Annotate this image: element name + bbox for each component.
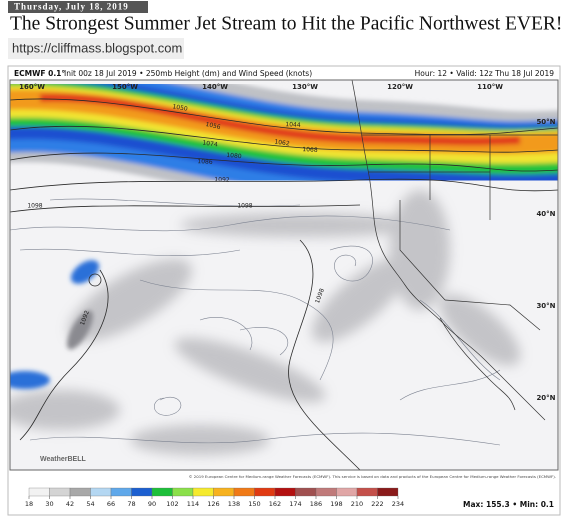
longitude-label: 110°W <box>477 83 503 91</box>
latitude-label: 40°N <box>536 210 555 218</box>
colorbar-segment <box>192 487 214 497</box>
colorbar-label: 186 <box>310 500 322 508</box>
colorbar-segment <box>69 487 91 497</box>
colorbar-label: 114 <box>187 500 199 508</box>
colorbar-segment <box>233 487 255 497</box>
post-url[interactable]: https://cliffmass.blogspot.com <box>12 40 182 55</box>
colorbar-segment <box>336 487 358 497</box>
contour-label: 1044 <box>285 121 301 129</box>
post-title: The Strongest Summer Jet Stream to Hit t… <box>10 13 562 34</box>
longitude-label: 140°W <box>202 83 228 91</box>
colorbar-segment <box>295 487 317 497</box>
colorbar-segment <box>213 487 235 497</box>
colorbar-label: 102 <box>166 500 178 508</box>
contour-label: 1056 <box>205 121 222 131</box>
colorbar-label: 198 <box>330 500 342 508</box>
longitude-label: 120°W <box>387 83 413 91</box>
longitude-label: 150°W <box>112 83 138 91</box>
colorbar-segment <box>49 487 71 497</box>
colorbar-segment <box>28 487 50 497</box>
colorbar-label: 138 <box>228 500 240 508</box>
colorbar-label: 66 <box>107 500 115 508</box>
contour-label: 1092 <box>79 309 91 326</box>
map-border <box>9 79 559 471</box>
colorbar-label: 78 <box>127 500 135 508</box>
url-box <box>8 38 184 59</box>
colorbar-segment <box>131 487 153 497</box>
post-date: Thursday, July 18, 2019 <box>14 2 129 12</box>
model-name: ECMWF 0.1° <box>14 69 65 78</box>
date-bar <box>8 1 148 13</box>
longitude-label: 160°W <box>19 83 45 91</box>
colorbar-label: 42 <box>66 500 74 508</box>
colorbar-stats: Max: 155.3 • Min: 0.1 <box>463 500 554 509</box>
colorbar-label: 54 <box>86 500 94 508</box>
contour-label: 1092 <box>214 176 230 184</box>
map-area <box>10 80 558 470</box>
latitude-label: 30°N <box>536 302 555 310</box>
contour-label: 1062 <box>274 138 290 147</box>
logo: WeatherBELL <box>40 456 86 463</box>
colorbar-label: 234 <box>392 500 404 508</box>
contour-label: 1074 <box>202 139 218 148</box>
colorbar-segment <box>274 487 296 497</box>
contour-label: 1098 <box>314 287 326 304</box>
map-description: Init 00z 18 Jul 2019 • 250mb Height (dm)… <box>64 69 312 78</box>
longitude-label: 130°W <box>292 83 318 91</box>
colorbar-label: 150 <box>248 500 260 508</box>
colorbar-segment <box>254 487 276 497</box>
valid-time: Hour: 12 • Valid: 12z Thu 18 Jul 2019 <box>415 69 555 78</box>
contour-label: 1068 <box>302 146 318 154</box>
colorbar-segment <box>172 487 194 497</box>
contour-label: 1080 <box>226 152 242 160</box>
colorbar-label: 210 <box>351 500 363 508</box>
contour-label: 1098 <box>27 203 42 210</box>
colorbar-label: 222 <box>371 500 383 508</box>
colorbar-segment <box>110 487 132 497</box>
colorbar-segment <box>356 487 378 497</box>
latitude-label: 50°N <box>536 118 555 126</box>
colorbar-label: 126 <box>207 500 219 508</box>
copyright: © 2019 European Centre for Medium-range … <box>189 474 556 479</box>
colorbar-label: 30 <box>45 500 53 508</box>
colorbar-label: 162 <box>269 500 281 508</box>
colorbar-label: 174 <box>289 500 301 508</box>
contour-label: 1086 <box>197 158 213 166</box>
contour-label: 1050 <box>172 103 188 113</box>
colorbar-segment <box>151 487 173 497</box>
colorbar-label: 18 <box>25 500 33 508</box>
colorbar-label: 90 <box>148 500 156 508</box>
colorbar-segment <box>90 487 112 497</box>
contour-label: 1098 <box>237 203 252 210</box>
latitude-label: 20°N <box>536 394 555 402</box>
colorbar-segment <box>377 487 399 497</box>
colorbar-segment <box>315 487 337 497</box>
